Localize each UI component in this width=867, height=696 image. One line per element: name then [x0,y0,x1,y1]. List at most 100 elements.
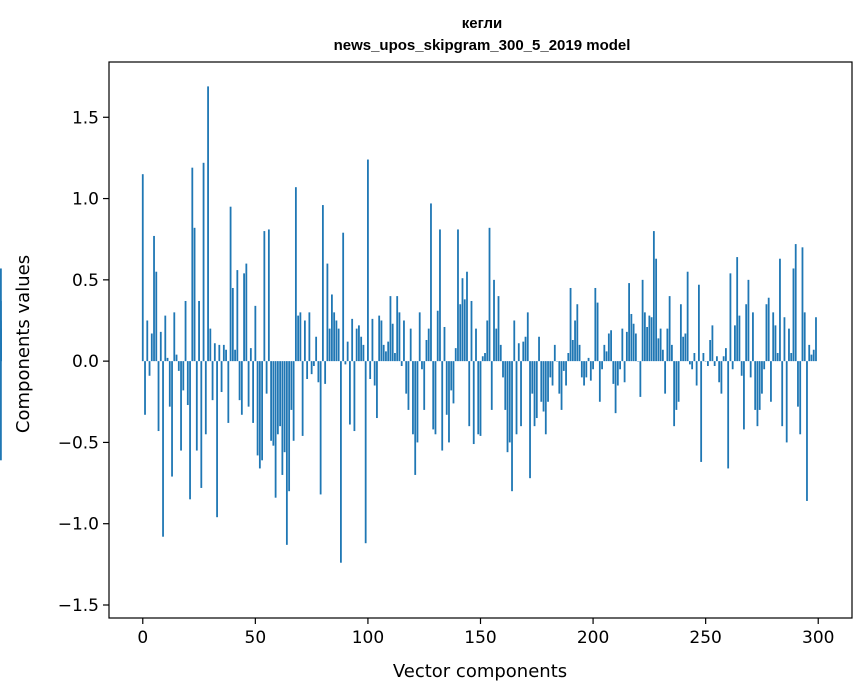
bar-232 [664,361,667,394]
bar-178 [542,361,545,412]
bar-92 [349,361,351,425]
bar-298 [812,349,815,362]
bar-165 [513,320,516,362]
bar-74 [308,312,311,362]
bar-247 [698,284,700,362]
bar-97 [360,336,363,362]
bar-249 [702,353,705,362]
y-tick-label: 0.5 [72,271,99,291]
bar-0 [141,174,144,362]
bar-208 [610,330,612,362]
bar-166 [515,361,518,435]
x-tick-label: 50 [245,628,267,648]
bar-20 [186,361,189,406]
bar-138 [452,361,455,404]
x-axis-ticks: 0 50 100 150 200 250 300 [137,618,834,648]
bar-128 [430,203,432,362]
bar-44 [240,361,243,415]
bar-271 [752,312,754,362]
bar-225 [648,315,651,362]
bar-272 [754,361,757,410]
bar-29 [207,86,209,362]
bar-81 [324,361,327,384]
bar-196 [583,361,585,386]
bar-192 [574,320,576,362]
y-tick-label: −1.5 [58,596,99,616]
bar-256 [718,361,721,383]
bar-279 [770,361,772,402]
bar-56 [267,229,270,362]
bar-26 [200,361,203,488]
x-tick-label: 150 [464,628,496,648]
bar-180 [547,361,549,402]
x-tick-label: 300 [802,628,834,648]
bar-261 [729,273,732,362]
bar-64 [285,361,288,545]
bar-115 [400,361,403,367]
bar-100 [367,159,369,362]
bar-230 [659,328,662,362]
bar-217 [630,313,633,362]
bar-43 [238,361,241,401]
bar-82 [326,263,329,362]
bar-157 [495,328,498,362]
bar-113 [396,296,399,362]
bar-224 [646,326,649,362]
bar-57 [270,361,273,441]
bar-135 [445,361,448,415]
bar-139 [454,348,457,362]
bar-71 [301,361,304,436]
bar-211 [616,361,619,386]
bar-241 [684,333,687,362]
bar-101 [369,361,372,380]
bar-295 [806,361,808,501]
y-tick-label: 1.5 [72,108,99,128]
bar-38 [227,361,230,423]
bar-185 [558,361,561,394]
bar-254 [713,361,716,367]
bar-88 [340,361,342,563]
bar-90 [344,361,347,365]
bar-126 [425,340,428,362]
bar-291 [797,361,799,407]
bar-221 [639,361,642,397]
bar-292 [799,361,802,435]
bar-240 [682,336,685,362]
bar-227 [652,231,655,362]
bar-124 [421,361,423,370]
bar-35 [220,361,223,393]
bar-1 [144,361,146,415]
bar-4 [150,333,153,362]
bar-265 [738,315,741,362]
bar-289 [792,268,795,362]
bar-14 [173,312,176,362]
plot-frame [108,61,853,619]
bar-96 [358,325,360,362]
bar-280 [772,312,775,362]
bar-39 [229,206,232,362]
bar-270 [749,361,752,378]
bar-276 [763,361,766,370]
bar-48 [249,348,252,362]
bar-2 [146,320,149,362]
bar-197 [585,361,588,378]
bar-141 [459,304,462,362]
bar-94 [353,361,356,432]
bar-undefined [0,361,2,461]
bar-40 [231,287,234,362]
bar-281 [774,325,777,362]
bar-215 [625,331,628,362]
bar-109 [387,341,390,362]
bar-167 [517,343,520,362]
x-tick-label: 250 [689,628,721,648]
bar-216 [628,283,630,362]
bar-117 [405,361,408,394]
bar-269 [747,279,750,362]
bar-147 [472,361,475,445]
bar-288 [790,353,793,362]
bar-42 [236,270,239,362]
bar-235 [670,344,673,362]
bar-252 [709,340,712,362]
bar-61 [279,361,282,427]
x-axis-label: Vector components [393,661,567,682]
